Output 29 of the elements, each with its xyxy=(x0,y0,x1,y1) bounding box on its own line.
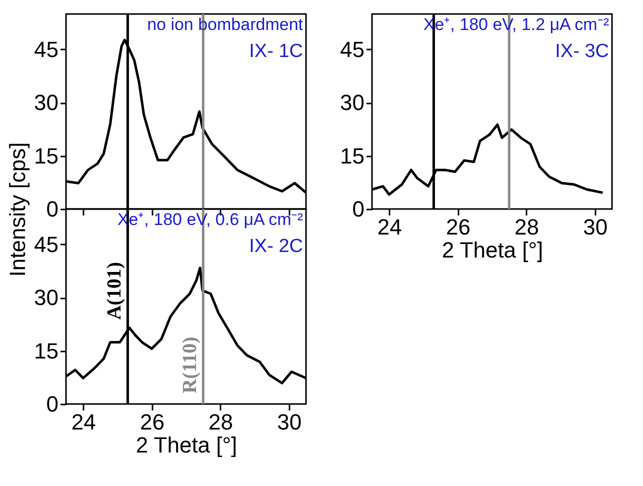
x-axis-title: 2 Theta [°] xyxy=(136,432,238,458)
y-tick-label: 15 xyxy=(34,338,58,364)
x-tick-label: 30 xyxy=(583,214,608,240)
x-tick-label: 28 xyxy=(208,410,234,434)
x-tick-label: 30 xyxy=(277,410,302,434)
annotation: no ion bombardment xyxy=(147,15,304,34)
y-tick-label: 45 xyxy=(34,36,58,62)
annotation: IX- 2C xyxy=(249,236,303,257)
y-axis-title: Intensity [cps] xyxy=(5,142,30,277)
ref-line-label: A(101) xyxy=(104,262,126,320)
x-axis-title: 2 Theta [°] xyxy=(442,238,544,262)
annotation: IX- 1C xyxy=(249,41,303,62)
y-tick-label: 15 xyxy=(34,143,58,168)
y-tick-label: 45 xyxy=(34,232,58,257)
annotation: IX- 3C xyxy=(555,41,609,62)
y-tick-label: 30 xyxy=(34,90,58,116)
y-tick-label: 45 xyxy=(340,36,364,62)
x-tick-label: 24 xyxy=(377,214,402,240)
x-tick-label: 24 xyxy=(71,410,96,434)
y-tick-label: 0 xyxy=(46,392,58,416)
x-tick-label: 28 xyxy=(514,214,540,240)
y-tick-label: 0 xyxy=(46,196,58,222)
y-tick-label: 15 xyxy=(340,143,364,168)
x-tick-label: 26 xyxy=(446,214,470,240)
ref-line-label: R(110) xyxy=(179,336,202,394)
y-tick-label: 0 xyxy=(352,196,364,222)
y-tick-label: 30 xyxy=(340,90,364,116)
x-tick-label: 26 xyxy=(140,410,164,434)
y-tick-label: 30 xyxy=(34,285,58,310)
